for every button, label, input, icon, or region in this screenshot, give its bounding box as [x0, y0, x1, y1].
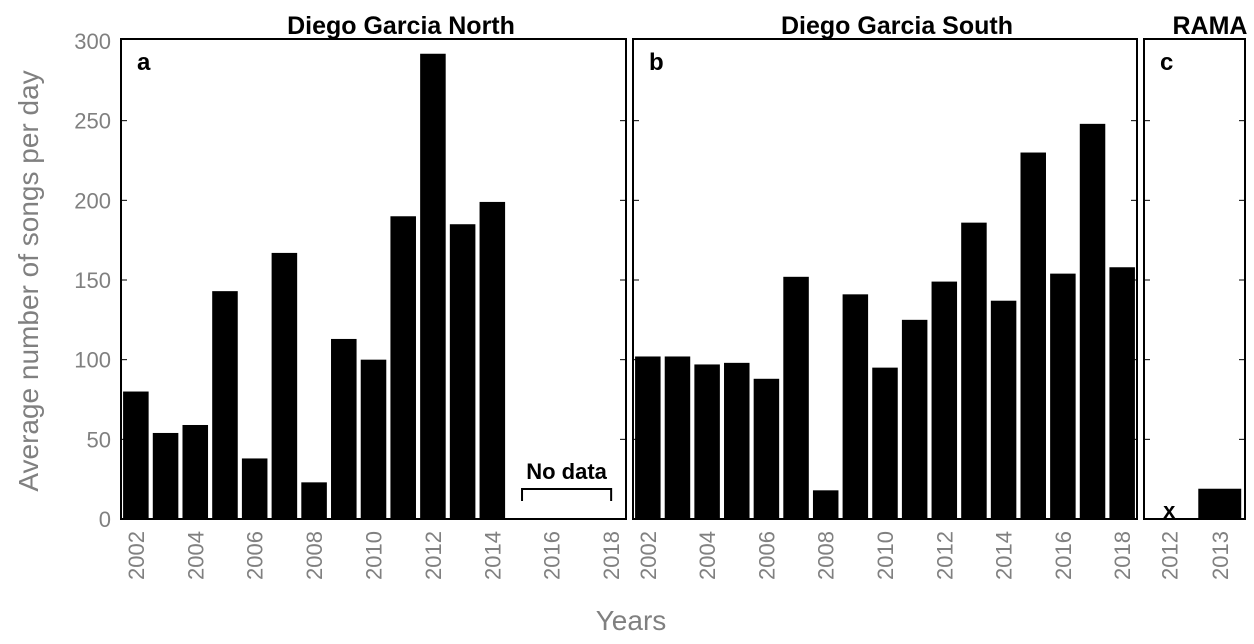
x-tick-label: 2018	[1110, 531, 1135, 580]
x-tick-label: 2004	[183, 531, 208, 580]
x-tick-label: 2012	[1157, 531, 1182, 580]
bar-b-2013	[961, 222, 987, 519]
panel-letter: a	[137, 49, 151, 76]
bar-b-2010	[872, 367, 898, 519]
bar-a-2009	[331, 338, 357, 519]
bar-a-2007	[271, 252, 298, 519]
panel-letter: c	[1160, 49, 1173, 76]
bar-a-2002	[123, 391, 149, 519]
bar-b-2011	[901, 319, 928, 519]
bar-a-2014	[479, 201, 506, 519]
y-tick-label: 100	[74, 348, 111, 373]
bar-b-2015	[1020, 152, 1046, 519]
x-tick-label: 2013	[1208, 531, 1233, 580]
panel-b: 2002 2004 2006 2008 2010 2012 2014 2016 2018 Dieg…	[632, 12, 1138, 580]
bar-a-2004	[182, 424, 209, 519]
x-tick-label: 2006	[754, 531, 779, 580]
bar-b-2006	[753, 378, 780, 519]
bar-b-2016	[1050, 273, 1076, 519]
x-axis-label: Years	[596, 605, 667, 636]
bar-c-2013	[1198, 488, 1242, 519]
y-axis-label: Average number of songs per day	[13, 70, 44, 491]
bar-b-2009	[842, 294, 869, 519]
x-tick-label: 2014	[992, 531, 1017, 580]
bar-b-2007	[783, 276, 809, 519]
no-data-bracket	[521, 488, 613, 501]
bar-a-2011	[390, 216, 416, 519]
bar-b-2003	[664, 356, 691, 519]
panel-frame	[120, 38, 627, 520]
bar-b-2008	[812, 490, 839, 519]
bar-b-2005	[724, 362, 750, 519]
x-tick-label: 2016	[1051, 531, 1076, 580]
bar-b-2018	[1109, 267, 1135, 519]
bar-a-2003	[152, 432, 179, 519]
x-tick-label: 2012	[932, 531, 957, 580]
x-tick-label: 2010	[362, 531, 387, 580]
bar-b-2017	[1079, 123, 1106, 519]
y-tick-label: 150	[74, 268, 111, 293]
y-tick-label: 200	[74, 188, 111, 213]
bar-a-2008	[301, 482, 327, 519]
panel-frame	[1143, 38, 1246, 520]
y-tick-label: 50	[87, 427, 111, 452]
y-tick-label: 0	[99, 507, 111, 532]
x-tick-label: 2014	[480, 531, 505, 580]
panel-title: Diego Garcia South	[781, 12, 1013, 40]
x-tick-label: 2006	[243, 531, 268, 580]
x-tick-label: 2004	[695, 531, 720, 580]
missing-data-marker: x	[1163, 498, 1176, 523]
bar-a-2013	[449, 224, 476, 520]
x-tick-label: 2012	[421, 531, 446, 580]
panel-a: 0 50 100 150 200 250 300 2002 2004 2006 2008 2010 20…	[74, 12, 627, 580]
panel-title: RAMA	[1173, 12, 1248, 40]
panel-letter: b	[649, 49, 664, 76]
bar-b-2014	[990, 300, 1017, 519]
x-tick-label: 2018	[599, 531, 624, 580]
panel-title: Diego Garcia North	[287, 12, 515, 40]
x-tick-label: 2016	[540, 531, 565, 580]
bar-b-2012	[931, 281, 958, 519]
bar-b-2004	[694, 364, 720, 519]
x-tick-label: 2002	[124, 531, 149, 580]
bar-b-2002	[635, 356, 661, 519]
bar-a-2006	[241, 458, 268, 519]
x-tick-label: 2008	[814, 531, 839, 580]
y-tick-label: 250	[74, 109, 111, 134]
panel-frame	[632, 38, 1138, 520]
y-tick-label: 300	[74, 29, 111, 54]
no-data-annotation: No data	[526, 459, 607, 484]
x-tick-label: 2002	[636, 531, 661, 580]
bar-a-2012	[420, 53, 446, 519]
x-tick-label: 2010	[873, 531, 898, 580]
bar-a-2005	[212, 291, 238, 519]
x-tick-label: 2008	[302, 531, 327, 580]
bar-a-2010	[360, 359, 387, 519]
